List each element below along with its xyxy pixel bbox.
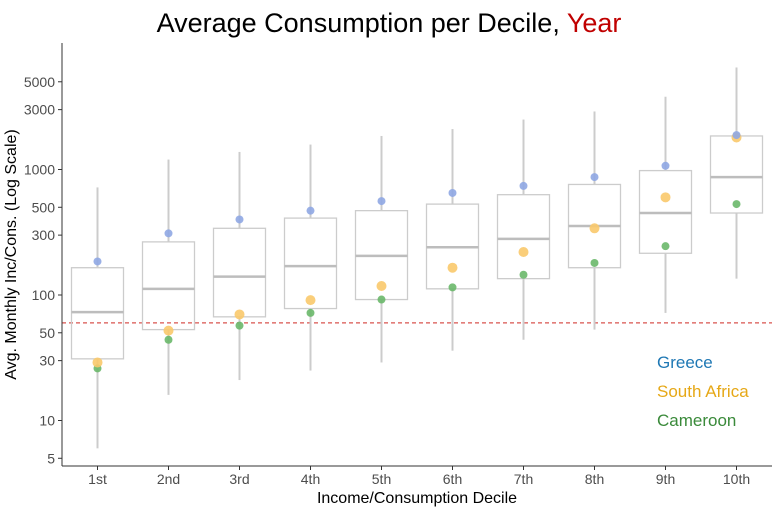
y-tick-label: 500 [32,199,56,215]
x-tick-label: 6th [443,471,462,487]
data-point-greece [661,161,670,170]
x-tick-label: 5th [372,471,391,487]
data-point-south-africa [660,192,671,203]
chart-title-main: Average Consumption per Decile, [156,8,567,38]
data-point-south-africa [92,357,103,368]
data-point-greece [93,257,102,266]
chart-title-year: Year [566,8,622,38]
data-point-greece [377,197,386,206]
data-point-south-africa [376,280,387,291]
data-point-greece [448,188,457,197]
y-tick-label: 5000 [24,74,55,90]
data-point-south-africa [305,295,316,306]
point-layer [92,131,742,373]
data-point-cameroon [235,321,244,330]
data-point-south-africa [518,247,529,258]
box [496,194,551,280]
data-point-cameroon [732,200,741,209]
data-point-cameroon [377,295,386,304]
axis-layer: 5 10 30 50 100 300 500 1000 3000 5000 1st 2nd 3rd 4th… [24,43,772,487]
y-tick-label: 1000 [24,162,55,178]
data-point-greece [164,229,173,238]
x-tick-label: 10th [723,471,750,487]
data-point-greece [732,131,741,140]
legend: Greece South Africa Cameroon [657,353,749,430]
y-tick-label: 5 [47,450,55,466]
data-point-cameroon [661,242,670,251]
x-tick-label: 3rd [229,471,249,487]
x-tick-label: 8th [585,471,604,487]
box [283,217,338,310]
data-point-cameroon [590,258,599,267]
y-tick-label: 3000 [24,102,55,118]
y-tick-label: 10 [39,413,55,429]
x-tick-label: 1st [88,471,107,487]
data-point-south-africa [234,309,245,320]
x-tick-label: 2nd [157,471,180,487]
data-point-greece [235,215,244,224]
y-tick-label: 300 [32,227,56,243]
x-tick-label: 7th [514,471,533,487]
y-tick-label: 30 [39,353,55,369]
data-point-south-africa [163,325,174,336]
data-point-greece [519,181,528,190]
x-tick-label: 4th [301,471,320,487]
y-tick-label: 50 [39,325,55,341]
y-axis-title: Avg. Monthly Inc/Cons. (Log Scale) [3,129,20,380]
data-point-greece [590,173,599,182]
box [141,241,196,331]
data-point-greece [306,206,315,215]
chart-title: Average Consumption per Decile, Year [0,8,778,39]
x-tick-label: 9th [656,471,675,487]
legend-item-cameroon: Cameroon [657,411,736,430]
legend-item-south-africa: South Africa [657,382,749,401]
box [212,227,267,318]
data-point-cameroon [448,283,457,292]
data-point-south-africa [589,223,600,234]
data-point-cameroon [519,270,528,279]
data-point-cameroon [306,308,315,317]
legend-item-greece: Greece [657,353,713,372]
x-axis-title: Income/Consumption Decile [317,490,517,507]
data-point-south-africa [447,262,458,273]
y-tick-label: 100 [32,287,56,303]
data-point-cameroon [164,335,173,344]
